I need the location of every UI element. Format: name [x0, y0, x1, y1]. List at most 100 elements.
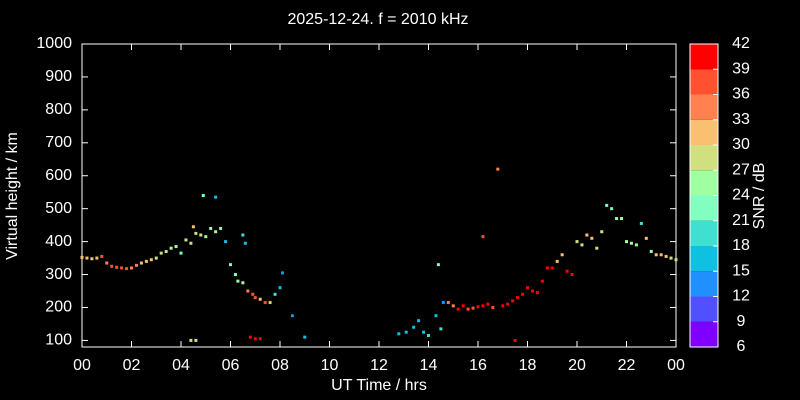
data-point — [639, 221, 643, 225]
x-tick-label: 20 — [568, 357, 586, 374]
data-point — [214, 195, 218, 199]
data-point — [214, 230, 218, 234]
x-tick-label: 02 — [123, 357, 141, 374]
data-point — [241, 281, 245, 285]
data-point — [664, 254, 668, 258]
plot-frame — [81, 43, 677, 348]
data-point — [80, 255, 84, 259]
data-point — [278, 286, 282, 290]
y-tick-label: 700 — [45, 134, 72, 151]
data-point — [263, 301, 267, 305]
data-point — [491, 305, 495, 309]
x-tick-label: 22 — [618, 357, 636, 374]
y-tick-label: 1000 — [36, 35, 72, 52]
data-point — [189, 338, 193, 342]
data-point — [159, 251, 163, 255]
data-point — [120, 266, 124, 270]
colorbar-tick-label: 36 — [732, 86, 750, 103]
colorbar-tick-label: 33 — [732, 111, 750, 128]
data-point — [417, 319, 421, 323]
data-point — [204, 235, 208, 239]
data-point — [441, 301, 445, 305]
data-point — [174, 245, 178, 249]
data-point — [644, 236, 648, 240]
data-point — [224, 240, 228, 244]
data-point — [481, 304, 485, 308]
x-tick-label: 18 — [519, 357, 537, 374]
colorbar-tick-label: 27 — [732, 161, 750, 178]
data-point — [95, 256, 99, 260]
data-point — [179, 251, 183, 255]
data-point — [674, 258, 678, 262]
data-point — [236, 279, 240, 283]
data-point — [629, 241, 633, 245]
data-point — [625, 240, 628, 244]
data-point — [540, 279, 544, 283]
data-point — [194, 231, 198, 235]
data-point — [471, 306, 475, 310]
colorbar-swatch — [690, 271, 718, 297]
data-point — [659, 253, 663, 257]
x-tick-label: 14 — [420, 357, 438, 374]
data-point — [90, 257, 94, 261]
data-point — [451, 304, 455, 308]
y-tick-label: 400 — [45, 233, 72, 250]
colorbar-swatch — [690, 145, 718, 171]
data-point — [209, 226, 213, 230]
y-tick-label: 600 — [45, 167, 72, 184]
colorbar-tick-label: 18 — [732, 237, 750, 254]
data-point — [199, 233, 203, 237]
data-point — [550, 266, 554, 270]
data-point — [258, 297, 262, 301]
data-point — [100, 254, 104, 258]
data-point — [585, 233, 589, 237]
data-point — [412, 325, 416, 329]
y-axis-label: Virtual height / km — [4, 132, 21, 260]
colorbar-swatch — [690, 119, 718, 145]
data-point — [610, 207, 614, 211]
data-point — [496, 167, 500, 171]
data-point — [164, 249, 168, 253]
y-tick-label: 500 — [45, 200, 72, 217]
data-point — [526, 286, 529, 290]
data-point — [246, 289, 250, 293]
data-point — [303, 335, 307, 339]
chart-title: 2025-12-24. f = 2010 kHz — [287, 11, 468, 28]
data-point — [436, 263, 440, 267]
data-point — [258, 337, 262, 341]
data-point — [481, 235, 485, 239]
colorbar-tick-label: 24 — [732, 187, 750, 204]
data-point — [253, 337, 257, 341]
data-point — [248, 335, 252, 339]
y-tick-label: 900 — [45, 68, 72, 85]
data-point — [654, 253, 658, 257]
x-axis-label: UT Time / hrs — [331, 377, 427, 394]
data-point — [461, 304, 465, 308]
data-point — [139, 261, 143, 265]
x-tick-label: 04 — [172, 357, 190, 374]
data-point — [191, 225, 195, 229]
data-point — [486, 302, 490, 306]
data-point — [545, 266, 549, 270]
data-point — [85, 256, 89, 260]
data-point — [511, 299, 515, 303]
data-point — [669, 256, 673, 260]
data-point — [125, 267, 129, 271]
data-point — [251, 292, 255, 296]
colorbar-tick-label: 21 — [732, 212, 750, 229]
data-point — [154, 256, 158, 260]
data-point — [649, 249, 653, 253]
data-point — [565, 269, 569, 273]
colorbar-tick-label: 42 — [732, 35, 750, 52]
data-point — [535, 291, 539, 295]
data-point — [169, 246, 173, 250]
data-point — [615, 217, 619, 221]
data-point — [184, 238, 188, 242]
data-point — [620, 217, 624, 221]
data-point — [466, 307, 470, 311]
data-point — [280, 271, 284, 275]
colorbar-swatch — [690, 195, 718, 221]
data-point — [530, 289, 534, 293]
data-point — [144, 259, 148, 263]
data-point — [397, 332, 401, 336]
